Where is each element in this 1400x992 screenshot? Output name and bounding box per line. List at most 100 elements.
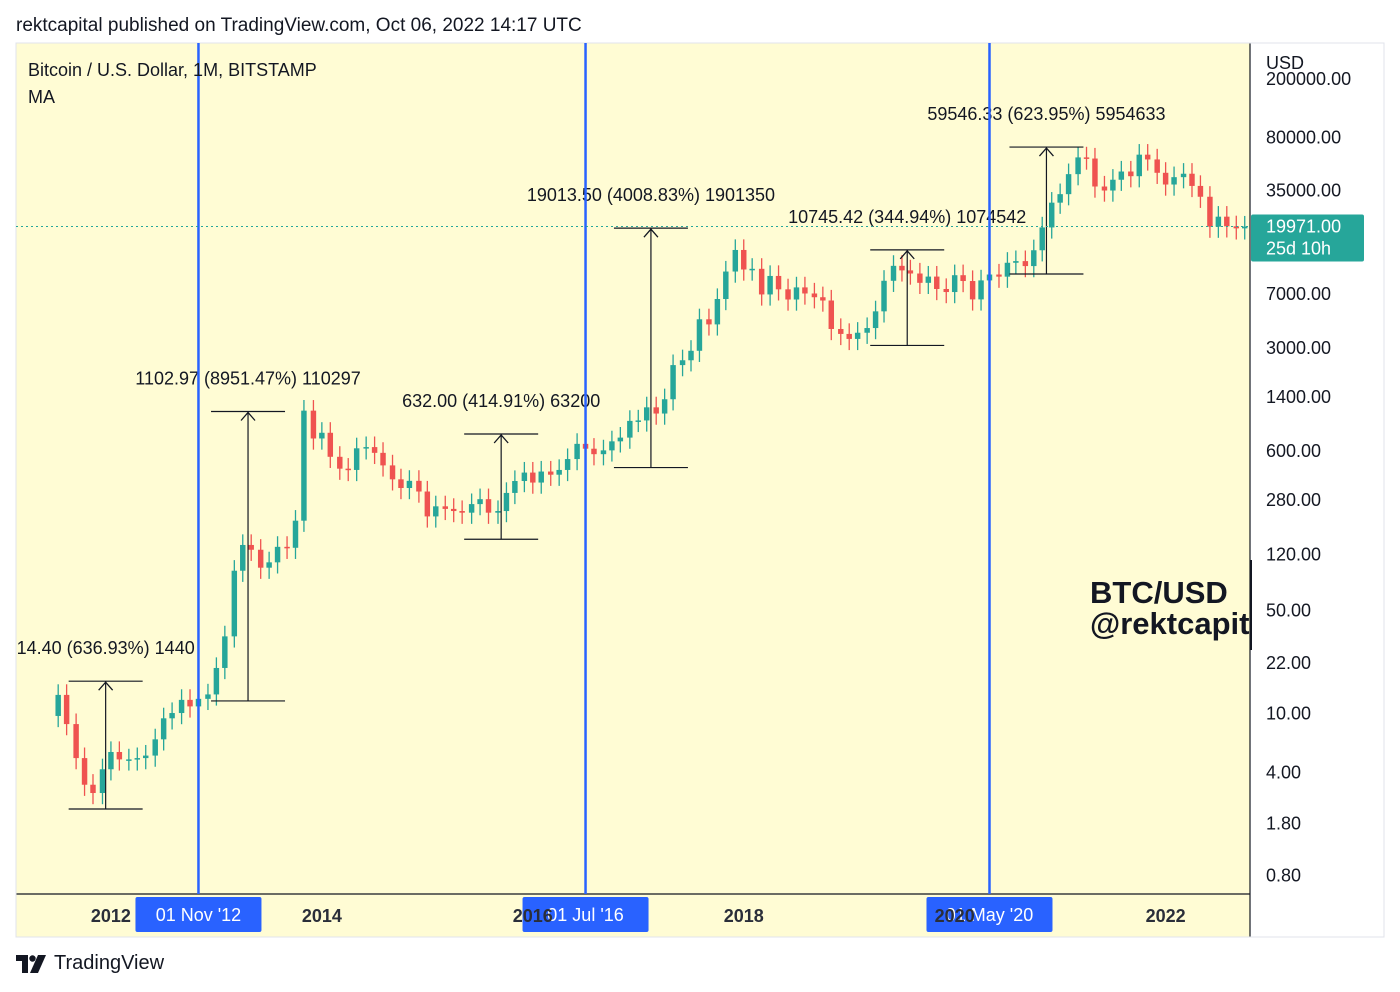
- candle[interactable]: [609, 430, 615, 462]
- candle[interactable]: [635, 409, 641, 433]
- candle[interactable]: [1154, 148, 1160, 184]
- candle[interactable]: [213, 657, 220, 706]
- candle[interactable]: [749, 258, 755, 281]
- candle[interactable]: [108, 741, 114, 781]
- candle[interactable]: [1180, 163, 1187, 189]
- candle[interactable]: [811, 282, 818, 309]
- candle[interactable]: [1118, 160, 1125, 191]
- candle[interactable]: [1242, 215, 1248, 240]
- candle[interactable]: [917, 262, 923, 295]
- candle[interactable]: [548, 460, 554, 486]
- candle[interactable]: [670, 354, 676, 411]
- candle[interactable]: [495, 500, 501, 524]
- candle[interactable]: [1224, 206, 1230, 238]
- candle[interactable]: [353, 437, 360, 482]
- candle[interactable]: [380, 442, 386, 477]
- candle[interactable]: [90, 774, 96, 805]
- candle[interactable]: [653, 396, 659, 425]
- candle[interactable]: [310, 400, 317, 450]
- measurement[interactable]: 10745.42 (344.94%) 1074542: [788, 207, 1026, 347]
- candle[interactable]: [257, 539, 264, 579]
- candle[interactable]: [723, 260, 729, 311]
- candle[interactable]: [793, 276, 800, 311]
- candle[interactable]: [556, 459, 562, 486]
- candle[interactable]: [530, 461, 536, 494]
- candle[interactable]: [1039, 216, 1045, 262]
- candle[interactable]: [1162, 162, 1169, 196]
- candle[interactable]: [881, 270, 887, 323]
- candle[interactable]: [116, 741, 123, 771]
- candle[interactable]: [240, 534, 246, 582]
- candle[interactable]: [696, 308, 703, 362]
- candle[interactable]: [538, 460, 544, 494]
- candle[interactable]: [160, 707, 167, 751]
- candle[interactable]: [828, 289, 835, 341]
- plot-area[interactable]: [16, 43, 1250, 894]
- candle[interactable]: [969, 270, 976, 311]
- measurement[interactable]: 59546.33 (623.95%) 5954633: [927, 104, 1166, 275]
- candle[interactable]: [424, 480, 431, 528]
- candle[interactable]: [274, 536, 281, 574]
- candle[interactable]: [758, 258, 765, 306]
- candle[interactable]: [1101, 175, 1108, 202]
- candle[interactable]: [1215, 206, 1222, 238]
- candle[interactable]: [55, 684, 61, 728]
- candle[interactable]: [643, 396, 650, 432]
- candle[interactable]: [1233, 215, 1240, 240]
- candle[interactable]: [178, 689, 185, 725]
- candle[interactable]: [600, 439, 607, 466]
- candle[interactable]: [714, 288, 721, 336]
- candle[interactable]: [627, 410, 633, 449]
- measurement[interactable]: 14.40 (636.93%) 1440: [17, 638, 195, 810]
- candle[interactable]: [398, 468, 404, 500]
- candle[interactable]: [706, 308, 712, 336]
- candle[interactable]: [521, 461, 528, 493]
- candle[interactable]: [1171, 166, 1177, 196]
- candle[interactable]: [503, 482, 510, 523]
- candle[interactable]: [187, 689, 193, 718]
- candle[interactable]: [907, 259, 914, 285]
- candle[interactable]: [978, 269, 984, 311]
- candle[interactable]: [433, 495, 439, 528]
- candle[interactable]: [389, 454, 396, 491]
- candle[interactable]: [205, 683, 211, 711]
- candle[interactable]: [301, 400, 307, 532]
- candle[interactable]: [802, 276, 808, 305]
- candle[interactable]: [1013, 250, 1019, 274]
- candle[interactable]: [266, 551, 272, 579]
- candle[interactable]: [1144, 144, 1151, 171]
- candle[interactable]: [925, 265, 932, 295]
- candle[interactable]: [477, 488, 483, 516]
- candle[interactable]: [134, 747, 141, 771]
- candle[interactable]: [838, 318, 844, 346]
- candle[interactable]: [327, 422, 334, 468]
- candle[interactable]: [1197, 175, 1204, 208]
- candle[interactable]: [143, 744, 149, 770]
- candle[interactable]: [442, 495, 448, 521]
- candle[interactable]: [99, 758, 106, 805]
- candle[interactable]: [450, 498, 457, 523]
- candle[interactable]: [319, 422, 325, 450]
- candle[interactable]: [820, 286, 826, 312]
- candle[interactable]: [732, 239, 739, 283]
- candle[interactable]: [617, 427, 624, 453]
- candle[interactable]: [1004, 252, 1011, 288]
- candle[interactable]: [899, 255, 905, 282]
- candle[interactable]: [292, 510, 299, 559]
- candle[interactable]: [222, 625, 228, 680]
- candle[interactable]: [248, 534, 254, 561]
- candle[interactable]: [943, 278, 949, 304]
- measurement[interactable]: 1102.97 (8951.47%) 110297: [135, 369, 361, 702]
- candle[interactable]: [1065, 163, 1072, 206]
- candle[interactable]: [81, 747, 88, 796]
- candle[interactable]: [337, 446, 343, 480]
- candle[interactable]: [934, 265, 940, 301]
- price-axis[interactable]: [1250, 43, 1384, 937]
- candle[interactable]: [63, 684, 70, 736]
- candle[interactable]: [345, 458, 351, 482]
- candle[interactable]: [951, 264, 958, 304]
- candle[interactable]: [1092, 147, 1098, 198]
- candle[interactable]: [890, 255, 897, 292]
- candle[interactable]: [73, 713, 79, 770]
